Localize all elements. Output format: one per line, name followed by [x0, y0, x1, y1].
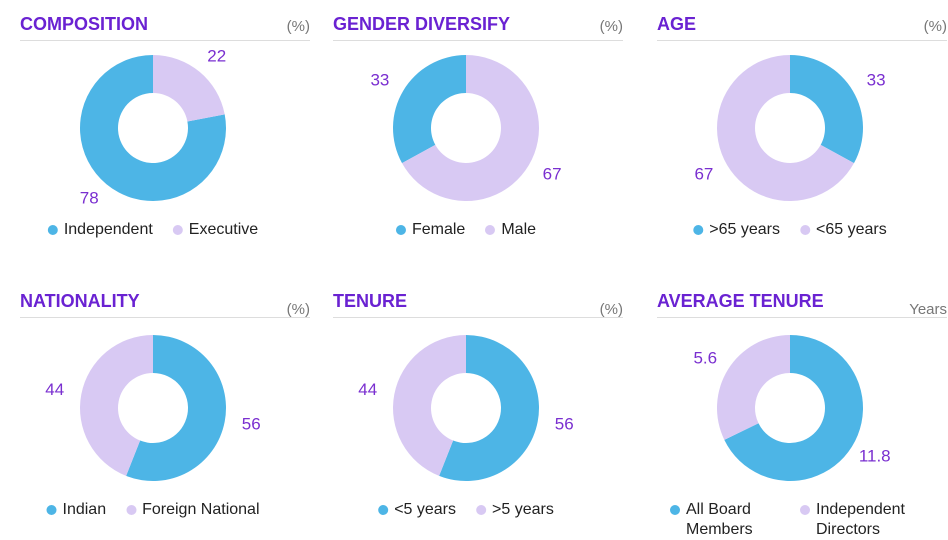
- header: AGE (%): [657, 10, 947, 41]
- legend: <5 years >5 years: [378, 500, 554, 520]
- panel-header: AVERAGE TENURE Years: [657, 287, 947, 318]
- value-label: 44: [358, 380, 377, 399]
- legend-item: Male: [485, 220, 536, 240]
- legend-swatch: [395, 225, 406, 235]
- donut-slice: [80, 335, 153, 476]
- legend-label: >65 years: [709, 221, 780, 238]
- header: GENDER DIVERSIFY (%): [333, 10, 623, 41]
- legend-item: Independent: [47, 220, 153, 240]
- value-label: 22: [207, 47, 226, 66]
- panel-header: GENDER DIVERSIFY (%): [333, 10, 623, 41]
- chart-title: NATIONALITY: [20, 291, 140, 311]
- legend-item: Indian: [46, 500, 107, 520]
- legend-label: Foreign National: [142, 501, 260, 518]
- donut-slice: [439, 335, 540, 481]
- header: TENURE (%): [333, 287, 623, 318]
- donut-slice: [716, 55, 854, 202]
- legend-label: <5 years: [394, 501, 456, 518]
- legend-item: <5 years: [378, 500, 456, 520]
- donut-slice: [392, 55, 466, 164]
- donut-slice: [724, 335, 863, 481]
- legend-item: Female: [395, 220, 466, 240]
- donut-slice: [717, 335, 790, 440]
- legend-item: >5 years: [476, 500, 554, 520]
- legend-swatch: [693, 225, 704, 235]
- legend-swatch: [172, 225, 183, 235]
- unit-label: (%): [599, 18, 623, 35]
- legend: All Board Members Independent Directors: [670, 500, 910, 540]
- unit-label: Years: [909, 301, 947, 318]
- legend-label: Indian: [62, 501, 107, 518]
- legend: >65 years <65 years: [693, 220, 887, 240]
- donut-slice: [402, 55, 539, 201]
- header: AVERAGE TENURE Years: [657, 287, 947, 318]
- header: COMPOSITION (%): [20, 10, 310, 41]
- value-label: 67: [694, 164, 713, 183]
- legend: Indian Foreign National: [46, 500, 260, 520]
- legend-label: Executive: [188, 221, 259, 238]
- legend-item: >65 years: [693, 220, 780, 240]
- unit-label: (%): [599, 301, 623, 318]
- legend-item: Independent Directors: [800, 500, 910, 540]
- legend-swatch: [47, 225, 58, 235]
- legend-label: All Board Members: [686, 501, 753, 538]
- panel-header: NATIONALITY (%): [20, 287, 310, 318]
- donut-slice: [153, 55, 225, 122]
- donut-slice: [126, 334, 227, 482]
- legend-item: Foreign National: [126, 500, 260, 520]
- chart-title: COMPOSITION: [20, 14, 149, 34]
- value-label: 67: [543, 164, 562, 183]
- legend-swatch: [46, 505, 57, 515]
- legend-swatch: [378, 505, 389, 515]
- legend-label: Male: [501, 221, 537, 238]
- unit-label: (%): [923, 18, 947, 35]
- unit-label: (%): [286, 18, 310, 35]
- donut-slice: [393, 335, 466, 476]
- chart-title: TENURE: [333, 291, 408, 311]
- value-label: 11.8: [859, 446, 891, 465]
- legend-swatch: [800, 505, 810, 515]
- value-label: 44: [45, 380, 64, 399]
- panel-header: TENURE (%): [333, 287, 623, 318]
- legend-swatch: [670, 505, 680, 515]
- legend-label: Independent: [63, 221, 153, 238]
- chart-title: AVERAGE TENURE: [657, 291, 824, 311]
- value-label: 56: [242, 415, 261, 434]
- value-label: 78: [80, 188, 99, 207]
- legend-swatch: [485, 225, 496, 235]
- header: NATIONALITY (%): [20, 287, 310, 318]
- legend-item: All Board Members: [670, 500, 780, 540]
- legend-item: Executive: [172, 220, 259, 240]
- legend-label: Independent Directors: [816, 501, 905, 538]
- legend-swatch: [476, 505, 486, 515]
- chart-title: GENDER DIVERSIFY: [333, 14, 511, 34]
- donut-slice: [80, 55, 227, 201]
- value-label: 33: [867, 71, 886, 90]
- legend-swatch: [126, 505, 137, 515]
- legend: Independent Executive: [47, 220, 259, 240]
- legend-item: <65 years: [800, 220, 887, 240]
- panel-header: AGE (%): [657, 10, 947, 41]
- donut-slice: [790, 55, 864, 164]
- value-label: 5.6: [693, 349, 717, 368]
- legend: Female Male: [395, 220, 536, 240]
- legend-label: >5 years: [492, 501, 554, 518]
- panel-header: COMPOSITION (%): [20, 10, 310, 41]
- legend-swatch: [800, 225, 810, 235]
- value-label: 33: [370, 71, 389, 90]
- legend-label: Female: [411, 221, 466, 238]
- legend-label: <65 years: [816, 221, 887, 238]
- chart-title: AGE: [657, 14, 697, 34]
- value-label: 56: [555, 415, 574, 434]
- unit-label: (%): [286, 301, 310, 318]
